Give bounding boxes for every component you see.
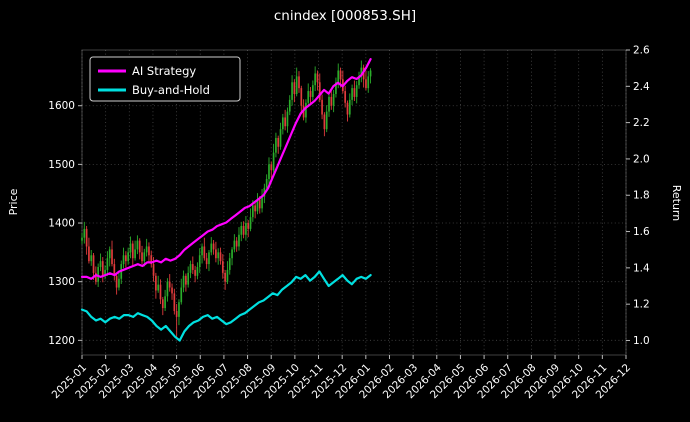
ai-strategy-line	[80, 57, 372, 280]
return-tick-label: 1.8	[633, 190, 650, 202]
legend-label: AI Strategy	[132, 64, 196, 78]
price-tick-label: 1600	[48, 100, 75, 112]
legend-box	[89, 56, 241, 102]
return-tick-label: 1.6	[633, 226, 650, 238]
price-tick-label: 1300	[48, 276, 75, 288]
price-tick-label: 1200	[48, 335, 75, 347]
return-tick-label: 2.0	[633, 153, 650, 165]
return-tick-label: 1.4	[633, 262, 650, 274]
legend-label: Buy-and-Hold	[132, 83, 210, 97]
return-tick-label: 1.2	[633, 299, 650, 311]
return-tick-label: 2.2	[633, 117, 650, 129]
return-tick-label: 1.0	[633, 335, 650, 347]
return-tick-label: 2.6	[633, 45, 650, 57]
legend: AI Strategy Buy-and-Hold	[89, 56, 241, 102]
axis-ticks	[78, 49, 630, 359]
price-tick-label: 1400	[48, 218, 75, 230]
buy-and-hold-line	[80, 270, 372, 342]
price-tick-label: 1500	[48, 159, 75, 171]
chart-title: cnindex [000853.SH]	[273, 8, 417, 24]
return-tick-label: 2.4	[633, 81, 650, 93]
plot-frame	[81, 49, 627, 356]
candlesticks	[81, 60, 372, 337]
